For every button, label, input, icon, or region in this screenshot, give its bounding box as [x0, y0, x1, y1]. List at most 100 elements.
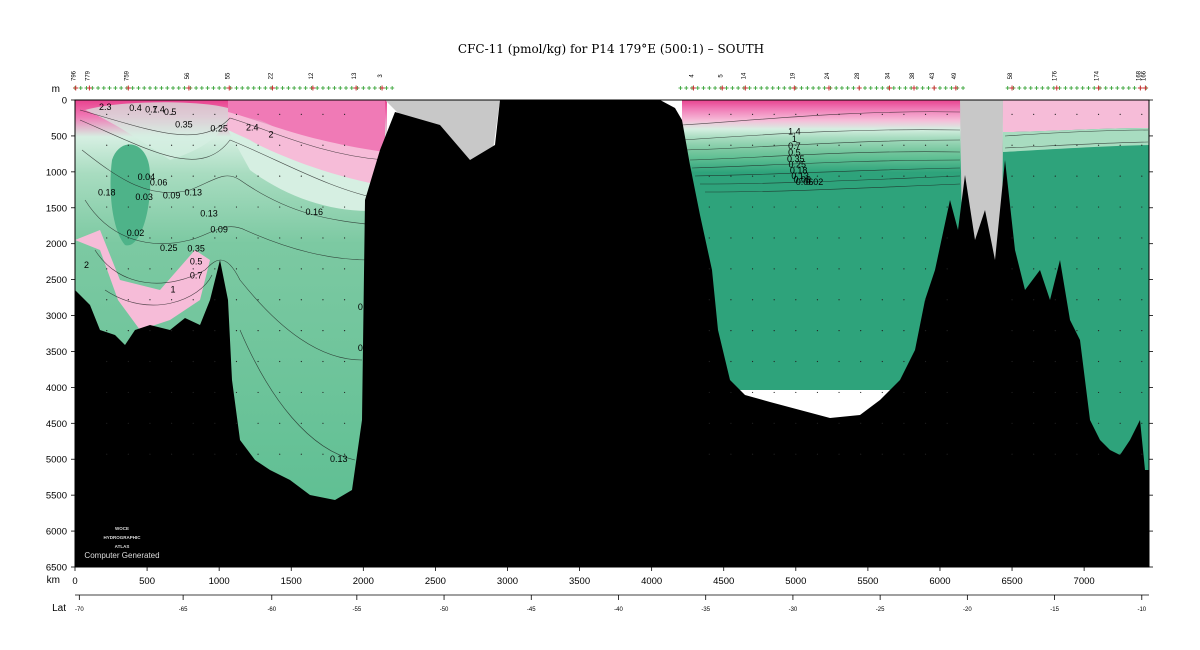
station-label: 24: [825, 72, 831, 79]
sample-dot: [1011, 144, 1013, 146]
depth-tick-label: 5000: [46, 455, 67, 466]
sample-dot: [795, 360, 797, 363]
sample-dot: [860, 330, 862, 332]
contour-label: 0.7: [190, 270, 203, 280]
sample-dot: [343, 330, 346, 332]
credit-line-3: ATLAS: [115, 544, 130, 549]
sample-dot: [1054, 453, 1056, 455]
sample-dot: [1011, 175, 1013, 177]
distance-tick-label: 1000: [209, 576, 230, 587]
sample-dot: [235, 175, 238, 177]
sample-dot: [946, 299, 948, 301]
sample-dot: [946, 237, 948, 239]
sample-dot: [751, 299, 754, 301]
sample-dot: [816, 206, 819, 208]
sample-dot: [322, 144, 324, 146]
station-label: 5: [718, 74, 724, 78]
sample-dot: [751, 237, 754, 239]
sample-dot: [860, 360, 862, 363]
sample-dot: [322, 113, 324, 115]
sample-dot: [773, 391, 775, 394]
sample-dot: [106, 144, 108, 146]
sample-dot: [730, 144, 732, 146]
sample-dot: [795, 113, 797, 115]
sample-dot: [816, 237, 819, 239]
sample-dot: [946, 422, 948, 424]
sample-dot: [924, 330, 927, 332]
sample-dot: [881, 237, 883, 239]
sample-dot: [773, 299, 775, 301]
sample-dot: [279, 299, 281, 301]
sample-dot: [730, 360, 732, 363]
station-label: 55: [225, 72, 231, 79]
sample-dot: [816, 268, 819, 270]
sample-dot: [903, 422, 905, 424]
sample-dot: [773, 175, 775, 177]
sample-dot: [127, 268, 129, 270]
sample-dot: [127, 206, 129, 208]
latitude-tick-label: -60: [267, 607, 276, 613]
station-label: 19: [790, 72, 796, 79]
sample-dot: [322, 299, 324, 301]
sample-dot: [816, 422, 819, 424]
contour-label: 0.25: [788, 160, 806, 170]
sample-dot: [106, 113, 108, 115]
sample-dot: [751, 422, 754, 424]
depth-tick-label: 6500: [46, 563, 67, 574]
latitude-tick-label: -40: [614, 607, 623, 613]
contour-label: 2.3: [99, 102, 112, 112]
sample-dot: [343, 175, 346, 177]
sample-dot: [751, 206, 754, 208]
distance-tick-label: 2500: [425, 576, 446, 587]
station-label: 28: [855, 72, 861, 79]
sample-dot: [773, 113, 775, 115]
sample-dot: [235, 330, 238, 332]
sample-dot: [1097, 453, 1100, 455]
sample-dot: [1033, 299, 1035, 301]
sample-dot: [881, 175, 883, 177]
sample-dot: [192, 144, 194, 146]
sample-dot: [170, 391, 173, 394]
distance-tick-label: 5000: [785, 576, 806, 587]
contour-label: 0.7: [145, 104, 158, 114]
sample-dot: [838, 453, 840, 455]
sample-dot: [903, 268, 905, 270]
station-label: 759: [124, 70, 130, 81]
sample-dot: [838, 330, 840, 332]
sample-dot: [279, 268, 281, 270]
station-label: 56: [185, 72, 191, 79]
station-label: 38: [910, 72, 916, 79]
sample-dot: [170, 206, 173, 208]
contour-label: 2: [84, 260, 89, 270]
depth-tick-label: 3500: [46, 347, 67, 358]
sample-dot: [1054, 268, 1056, 270]
sample-dot: [730, 330, 732, 332]
sample-dot: [1076, 268, 1078, 270]
sample-dot: [1141, 330, 1143, 332]
sample-dot: [924, 422, 927, 424]
sample-dot: [1033, 144, 1035, 146]
contour-label: 0.13: [200, 209, 218, 219]
sample-dot: [214, 453, 216, 455]
sample-dot: [773, 206, 775, 208]
sample-dot: [903, 299, 905, 301]
sample-dot: [257, 237, 259, 239]
latitude-tick-label: -45: [527, 607, 536, 613]
sample-dot: [838, 268, 840, 270]
latitude-tick-label: -65: [179, 607, 188, 613]
sample-dot: [127, 453, 129, 455]
sample-dot: [903, 237, 905, 239]
depth-tick-label: 3000: [46, 311, 67, 322]
credit-line-1: WOCE: [115, 526, 129, 531]
sample-dot: [1097, 391, 1100, 394]
credit-line-4: Computer Generated: [84, 551, 159, 560]
sample-dot: [860, 391, 862, 394]
sample-dot: [838, 113, 840, 115]
contour-label: 0.13: [791, 171, 809, 181]
sample-dot: [257, 113, 259, 115]
sample-dot: [279, 330, 281, 332]
sample-dot: [257, 391, 259, 394]
sample-dot: [730, 422, 732, 424]
sample-dot: [1054, 144, 1056, 146]
